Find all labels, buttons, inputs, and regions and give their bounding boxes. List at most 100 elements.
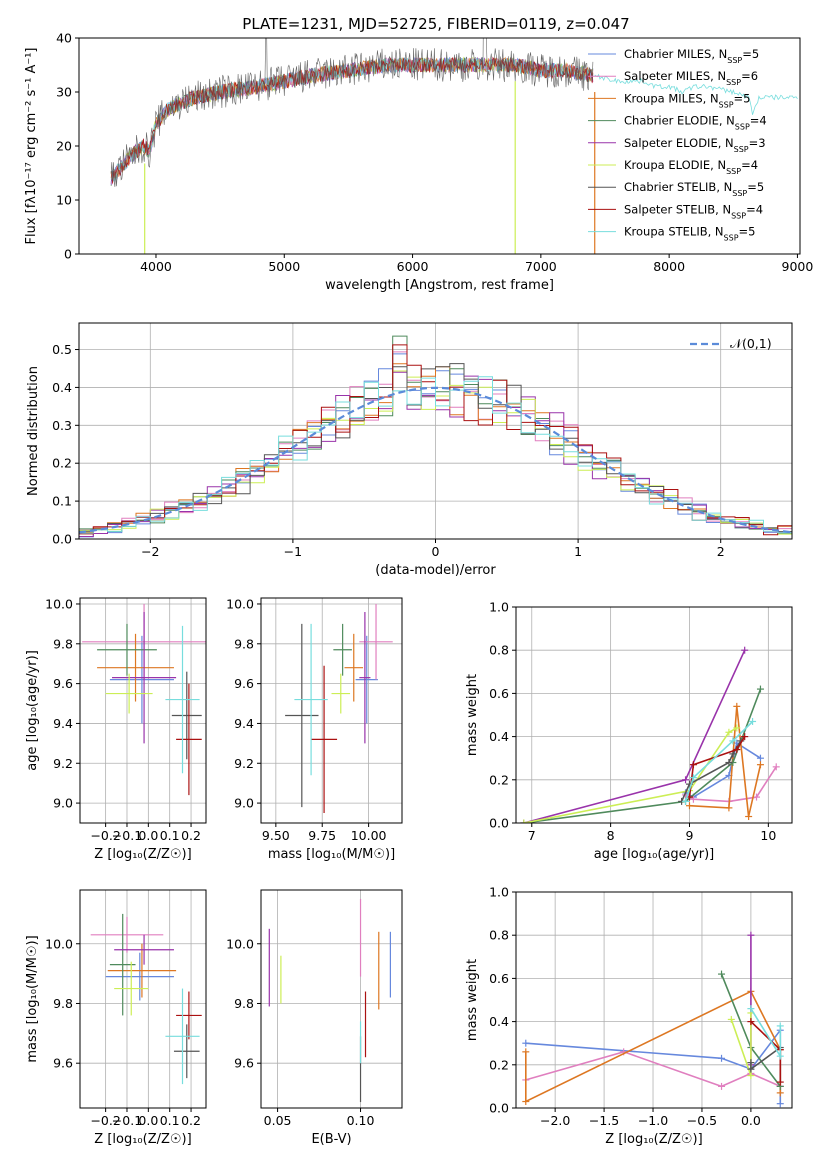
- weight-marker: [689, 795, 697, 803]
- normal-reference-curve: [79, 386, 792, 534]
- gridlines: [80, 598, 206, 823]
- legend-label: Salpeter ELODIE, NSSP=3: [624, 136, 766, 154]
- legend-subscript: SSP: [731, 211, 746, 220]
- y-tick-label: 0.2: [489, 1057, 509, 1072]
- y-tick-label: 10.0: [45, 596, 73, 611]
- panel-mass_weight_vs_Z: −2.0 −1.5 −1.0 −0.5 0.0 0.0 0.2 0.4 0.6 0.8 1.0 Z […: [465, 885, 793, 1147]
- axes-frame: 9.50 9.75 10.00 9.0 9.2 9.4 9.6 9.8 10.0 mass [lo…: [226, 596, 403, 862]
- x-tick-label: −0.1: [112, 1113, 142, 1128]
- weight-marker: [733, 702, 741, 710]
- x-tick-label: −2.0: [540, 1113, 570, 1128]
- axes-border: [79, 889, 207, 1109]
- plot-area: [268, 898, 391, 1103]
- x-axis-label: age [log₁₀(age/yr)]: [594, 847, 715, 862]
- legend-nssp-value: =4: [741, 158, 758, 172]
- weight-marker: [729, 737, 737, 745]
- errorbar-point: [114, 934, 174, 965]
- y-tick-label: 0.5: [52, 342, 72, 357]
- weight-marker: [745, 813, 753, 821]
- weight-marker: [682, 797, 690, 805]
- y-tick-label: 0.4: [52, 380, 72, 395]
- plot-area: [520, 646, 780, 823]
- y-axis-label: mass [log₁₀(M/M☉)]: [25, 935, 40, 1062]
- errorbar-point: [114, 961, 149, 1016]
- y-tick-label: 0.0: [489, 1101, 509, 1116]
- figure-title: PLATE=1231, MJD=52725, FIBERID=0119, z=0…: [242, 15, 629, 33]
- y-tick-label: 0.2: [489, 772, 509, 787]
- errorbar-point: [294, 623, 328, 776]
- panel-age_vs_mass: 9.50 9.75 10.00 9.0 9.2 9.4 9.6 9.8 10.0 mass [lo…: [226, 596, 403, 862]
- panel-mass_vs_Z: −0.2−0.10.0 0.1 0.2 9.6 9.8 10.0 Z [log₁₀(Z/Z☉…: [25, 889, 207, 1147]
- y-tick-label: 0.8: [489, 928, 509, 943]
- plot-area: [90, 913, 202, 1085]
- weight-marker: [522, 1048, 530, 1056]
- x-tick-label: 1: [574, 544, 582, 559]
- x-tick-label: 0.0: [138, 828, 158, 843]
- legend-subscript: SSP: [727, 56, 742, 65]
- errorbar-point: [97, 623, 157, 676]
- axes-border: [515, 606, 793, 824]
- x-tick-label: −1.0: [638, 1113, 668, 1128]
- gridlines: [261, 890, 402, 1108]
- y-tick-label: 1.0: [489, 885, 509, 900]
- weight-marker: [682, 776, 690, 784]
- y-tick-label: 0.2: [52, 456, 72, 471]
- weight-marker: [747, 1065, 755, 1073]
- legend-label: Kroupa MILES, NSSP=5: [624, 91, 750, 109]
- x-tick-label: 4000: [140, 259, 172, 274]
- y-axis-label: Flux [fλ10⁻¹⁷ erg cm⁻² s⁻¹ A⁻¹]: [24, 48, 39, 245]
- axes-border: [515, 891, 793, 1109]
- x-axis-label: Z [log₁₀(Z/Z☉)]: [94, 847, 191, 862]
- errorbar-point: [311, 665, 338, 814]
- weight-marker: [776, 1078, 784, 1086]
- y-axis-label: mass weight: [465, 959, 480, 1041]
- legend-label: Kroupa ELODIE, NSSP=4: [624, 158, 758, 176]
- panel-mass_vs_ebv: 0.05 0.10 9.6 9.8 10.0 E(B-V): [226, 889, 403, 1147]
- x-tick-label: 6000: [397, 259, 429, 274]
- errorbar-point: [331, 673, 351, 714]
- errorbar-point: [97, 633, 174, 702]
- x-tick-label: 9000: [782, 259, 814, 274]
- y-tick-label: 10.0: [226, 596, 254, 611]
- axes-border: [260, 889, 403, 1109]
- weight-marker: [741, 733, 749, 741]
- errorbar-point: [344, 633, 364, 702]
- y-tick-label: 9.8: [234, 636, 254, 651]
- legend: Chabrier MILES, NSSP=5 Salpeter MILES, NS…: [588, 47, 767, 242]
- x-tick-label: 8: [607, 828, 615, 843]
- legend-nssp-value: =4: [746, 202, 763, 216]
- legend-nssp-value: =4: [750, 114, 767, 128]
- weight-line-salpeter-stelib: [750, 1021, 782, 1083]
- legend-label: Salpeter STELIB, NSSP=4: [624, 202, 763, 220]
- weight-marker: [727, 1015, 735, 1023]
- weight-marker: [733, 746, 741, 754]
- legend-nssp-value: =5: [742, 47, 759, 61]
- gridlines: [80, 890, 206, 1108]
- histogram-chabrier-stelib: [79, 363, 792, 539]
- y-tick-label: 1.0: [489, 600, 509, 615]
- x-tick-label: −0.2: [90, 1113, 120, 1128]
- errorbar-point: [173, 1024, 200, 1079]
- weight-marker: [718, 970, 726, 978]
- y-tick-label: 0.0: [489, 816, 509, 831]
- errorbar-point: [165, 625, 200, 774]
- weight-marker: [725, 728, 733, 736]
- y-tick-label: 9.0: [234, 796, 254, 811]
- y-tick-label: 9.8: [53, 996, 73, 1011]
- panel-mass_weight_vs_age: 7 8 9 10 0.0 0.2 0.4 0.6 0.8 1.0 age [log₁₀(age/yr…: [465, 600, 793, 862]
- x-tick-label: 8000: [653, 259, 685, 274]
- legend-nssp-value: =5: [734, 91, 751, 105]
- spectrum-model-tail: [594, 73, 798, 115]
- errorbar-point: [355, 635, 378, 724]
- y-tick-label: 9.2: [234, 756, 254, 771]
- x-tick-label: 7000: [525, 259, 557, 274]
- y-tick-label: 0.3: [52, 418, 72, 433]
- weight-marker: [725, 759, 733, 767]
- weight-line-kroupa-elodie: [523, 727, 738, 823]
- x-tick-label: 0.0: [741, 1113, 761, 1128]
- x-axis-label: Z [log₁₀(Z/Z☉)]: [94, 1132, 191, 1147]
- weight-marker: [776, 1089, 784, 1097]
- y-tick-label: 9.4: [53, 716, 73, 731]
- axes-frame: 7 8 9 10 0.0 0.2 0.4 0.6 0.8 1.0 age [log₁₀(age/yr…: [465, 600, 793, 862]
- x-tick-label: 5000: [268, 259, 300, 274]
